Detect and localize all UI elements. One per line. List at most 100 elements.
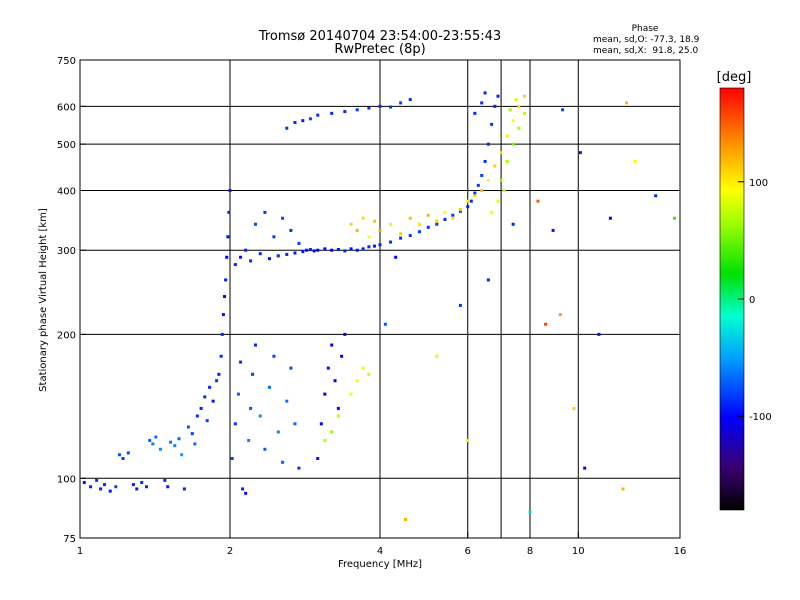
data-point [336, 406, 340, 410]
data-point [223, 295, 227, 299]
data-point [244, 491, 248, 495]
x-tick-label: 1 [77, 546, 83, 557]
data-point [117, 453, 121, 457]
data-point [121, 456, 125, 460]
data-point [131, 483, 135, 487]
data-point [408, 234, 412, 238]
data-point [330, 111, 334, 115]
data-point [180, 453, 184, 457]
data-point [466, 438, 470, 442]
data-point [263, 447, 267, 451]
data-point [289, 228, 293, 232]
data-point [367, 106, 371, 110]
data-point [326, 366, 330, 370]
data-point [517, 126, 521, 130]
data-point [608, 216, 612, 220]
data-point [417, 222, 421, 226]
data-point [135, 487, 139, 491]
data-point [511, 119, 515, 123]
data-point [502, 188, 506, 192]
data-point [323, 438, 327, 442]
data-point [389, 240, 393, 244]
data-point [378, 228, 382, 232]
data-point [323, 392, 327, 396]
data-point [561, 108, 565, 112]
x-axis: 1 2 4 6 8 10 16 [77, 532, 686, 557]
data-point [480, 173, 484, 177]
data-point [378, 104, 382, 108]
data-point [220, 332, 224, 336]
data-point [330, 248, 334, 252]
data-point [336, 248, 340, 252]
data-point [480, 101, 484, 105]
data-point [383, 322, 387, 326]
data-point [173, 444, 177, 448]
data-point [435, 354, 439, 358]
y-axis-label: Stationary phase Virtual Height [km] [38, 208, 49, 392]
data-point [466, 199, 470, 203]
data-point [435, 219, 439, 223]
colorbar-tick-label: 0 [749, 295, 755, 306]
data-point [219, 354, 223, 358]
data-point [267, 257, 271, 261]
data-point [578, 151, 582, 155]
data-point [443, 210, 447, 214]
phase-stats-heading: Phase [632, 24, 659, 34]
data-point [496, 94, 500, 98]
data-point [514, 98, 518, 102]
data-point [190, 432, 194, 436]
data-point [528, 510, 532, 514]
data-point [230, 456, 234, 460]
data-point [333, 379, 337, 383]
data-point [249, 259, 253, 263]
x-tick-label: 10 [572, 546, 585, 557]
data-point [408, 216, 412, 220]
data-point [293, 422, 297, 426]
data-point [654, 194, 658, 198]
data-point [316, 113, 320, 117]
data-point [293, 121, 297, 125]
data-point [140, 480, 144, 484]
data-point [633, 159, 637, 163]
data-point [361, 247, 365, 251]
data-point [505, 134, 509, 138]
data-point [215, 379, 219, 383]
data-point [451, 216, 455, 220]
data-point [544, 322, 548, 326]
data-point [308, 248, 312, 252]
y-tick-label: 400 [57, 186, 76, 197]
data-point [486, 278, 490, 282]
data-point [272, 235, 276, 239]
colorbar-tick-label: -100 [749, 412, 772, 423]
data-point [399, 232, 403, 236]
data-point [224, 278, 228, 282]
data-point [473, 191, 477, 195]
data-point [169, 440, 173, 444]
data-point [193, 442, 197, 446]
data-point [330, 343, 334, 347]
data-point [158, 447, 162, 451]
y-tick-label: 100 [57, 474, 76, 485]
data-point [195, 414, 199, 418]
data-point [249, 406, 253, 410]
data-point [417, 230, 421, 234]
data-point [367, 245, 371, 249]
data-point [166, 485, 170, 489]
data-point [673, 216, 677, 220]
data-point [558, 313, 562, 317]
data-point [367, 235, 371, 239]
data-point [239, 360, 243, 364]
data-point [493, 104, 497, 108]
data-point [205, 419, 209, 423]
data-point [281, 460, 285, 464]
data-point [469, 199, 473, 203]
data-point [621, 487, 625, 491]
data-point [355, 108, 359, 112]
data-point [323, 247, 327, 251]
data-point [241, 487, 245, 491]
data-point [211, 399, 215, 403]
data-point [182, 487, 186, 491]
y-tick-label: 750 [57, 56, 76, 67]
data-point [293, 251, 297, 255]
